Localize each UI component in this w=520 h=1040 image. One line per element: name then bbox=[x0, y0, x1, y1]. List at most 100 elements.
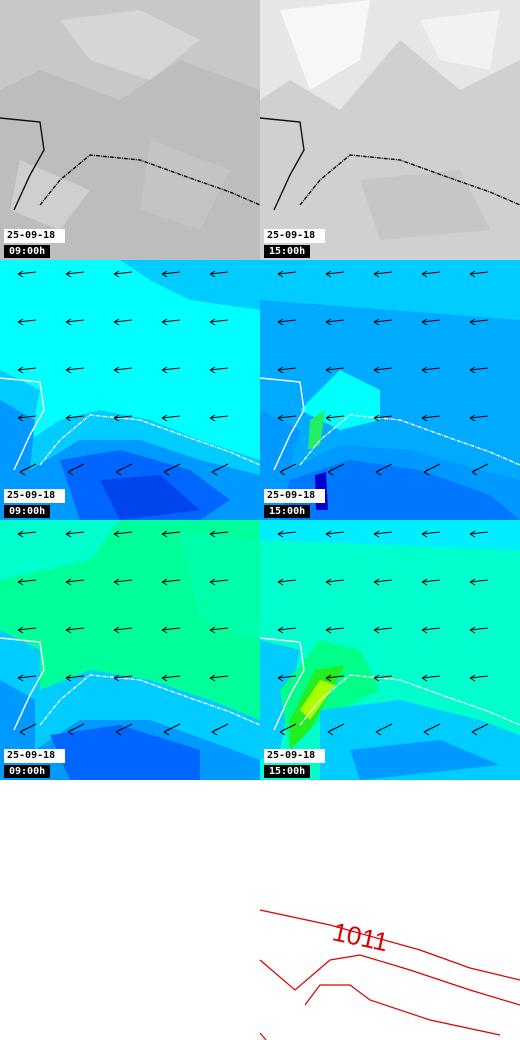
wind-arrow bbox=[209, 414, 229, 422]
wind-arrow bbox=[325, 270, 345, 278]
time-label: 15:00h bbox=[264, 245, 311, 258]
wind-arrow bbox=[65, 626, 85, 634]
wind-arrow bbox=[471, 463, 489, 476]
wind-arrow bbox=[373, 674, 393, 682]
wind-arrow bbox=[209, 578, 229, 586]
wind-map-a-0900-layer bbox=[0, 260, 260, 520]
wind-arrow bbox=[19, 463, 37, 476]
wind-arrow bbox=[469, 414, 489, 422]
wind-arrow bbox=[65, 318, 85, 326]
wind-arrow bbox=[469, 530, 489, 538]
wind-arrow bbox=[373, 578, 393, 586]
wind-arrow bbox=[161, 318, 181, 326]
wind-arrow bbox=[209, 366, 229, 374]
wind-arrow bbox=[277, 578, 297, 586]
isobar-line bbox=[259, 954, 520, 1006]
wind-arrow bbox=[325, 626, 345, 634]
wind-arrow bbox=[469, 578, 489, 586]
wind-arrow bbox=[469, 318, 489, 326]
wind-arrow bbox=[421, 414, 441, 422]
wind-arrow bbox=[277, 674, 297, 682]
date-label: 25-09-18 bbox=[4, 749, 65, 763]
wind-arrow bbox=[161, 414, 181, 422]
wind-arrow bbox=[373, 318, 393, 326]
time-label: 15:00h bbox=[264, 505, 311, 518]
wind-arrow bbox=[421, 530, 441, 538]
wind-arrow bbox=[277, 414, 297, 422]
wind-arrow bbox=[17, 414, 37, 422]
time-label: 09:00h bbox=[4, 505, 51, 518]
wind-arrow bbox=[17, 578, 37, 586]
wind-arrow bbox=[17, 366, 37, 374]
wind-arrow bbox=[279, 723, 297, 736]
wind-arrow bbox=[373, 414, 393, 422]
wind-arrow bbox=[161, 578, 181, 586]
wind-arrow bbox=[327, 723, 345, 736]
wind-arrow bbox=[469, 626, 489, 634]
wind-arrow bbox=[115, 463, 133, 476]
cloud-map-1500-layer bbox=[260, 0, 520, 260]
wind-arrow bbox=[277, 270, 297, 278]
wind-arrow bbox=[325, 318, 345, 326]
wind-map-b-1500: 25-09-18 15:00h bbox=[260, 520, 520, 780]
wind-arrow bbox=[163, 723, 181, 736]
wind-arrow bbox=[325, 366, 345, 374]
wind-map-a-1500: 25-09-18 15:00h bbox=[260, 260, 520, 520]
wind-arrow bbox=[469, 674, 489, 682]
wind-arrow bbox=[67, 723, 85, 736]
wind-arrow bbox=[421, 674, 441, 682]
wind-arrow bbox=[375, 463, 393, 476]
wind-arrow bbox=[65, 578, 85, 586]
wind-map-a-0900: 25-09-18 09:00h bbox=[0, 260, 260, 520]
wind-arrow bbox=[113, 674, 133, 682]
wind-map-b-0900-layer bbox=[0, 520, 260, 780]
wind-arrow bbox=[113, 318, 133, 326]
wind-arrow bbox=[209, 626, 229, 634]
wind-arrow bbox=[325, 674, 345, 682]
cloud-map-0900: 25-09-18 09:00h bbox=[0, 0, 260, 260]
wind-arrow bbox=[373, 366, 393, 374]
time-label: 09:00h bbox=[4, 765, 51, 778]
wind-arrow bbox=[209, 674, 229, 682]
wind-arrow bbox=[421, 578, 441, 586]
wind-arrow bbox=[17, 270, 37, 278]
wind-arrow bbox=[209, 530, 229, 538]
wind-arrow bbox=[325, 530, 345, 538]
wind-arrow bbox=[17, 674, 37, 682]
isobar-map: 1011 bbox=[259, 909, 520, 1040]
wind-arrow bbox=[325, 414, 345, 422]
wind-arrow bbox=[277, 318, 297, 326]
wind-arrow bbox=[65, 270, 85, 278]
wind-map-b-0900: 25-09-18 09:00h bbox=[0, 520, 260, 780]
wind-arrow bbox=[161, 366, 181, 374]
wind-arrow bbox=[375, 723, 393, 736]
date-label: 25-09-18 bbox=[264, 229, 325, 243]
wind-arrow bbox=[471, 723, 489, 736]
wind-arrow bbox=[423, 723, 441, 736]
wind-arrow bbox=[277, 626, 297, 634]
cloud-map-0900-layer bbox=[0, 0, 260, 260]
wind-arrow bbox=[65, 530, 85, 538]
wind-arrow bbox=[277, 366, 297, 374]
wind-arrow bbox=[327, 463, 345, 476]
wind-arrow bbox=[469, 270, 489, 278]
wind-arrow bbox=[17, 626, 37, 634]
wind-arrow bbox=[209, 270, 229, 278]
wind-arrow bbox=[65, 366, 85, 374]
wind-arrow bbox=[113, 366, 133, 374]
wind-arrow bbox=[421, 626, 441, 634]
wind-arrow bbox=[421, 318, 441, 326]
date-label: 25-09-18 bbox=[4, 229, 65, 243]
date-label: 25-09-18 bbox=[264, 749, 325, 763]
wind-arrow bbox=[421, 270, 441, 278]
wind-arrow bbox=[163, 463, 181, 476]
wind-map-b-1500-layer bbox=[260, 520, 520, 780]
wind-arrow bbox=[209, 318, 229, 326]
date-label: 25-09-18 bbox=[4, 489, 65, 503]
isobar-line bbox=[259, 1032, 267, 1040]
wind-arrow bbox=[161, 674, 181, 682]
isobar-line bbox=[259, 909, 520, 981]
wind-map-a-1500-layer bbox=[260, 260, 520, 520]
wind-arrow bbox=[17, 530, 37, 538]
wind-arrow bbox=[65, 414, 85, 422]
